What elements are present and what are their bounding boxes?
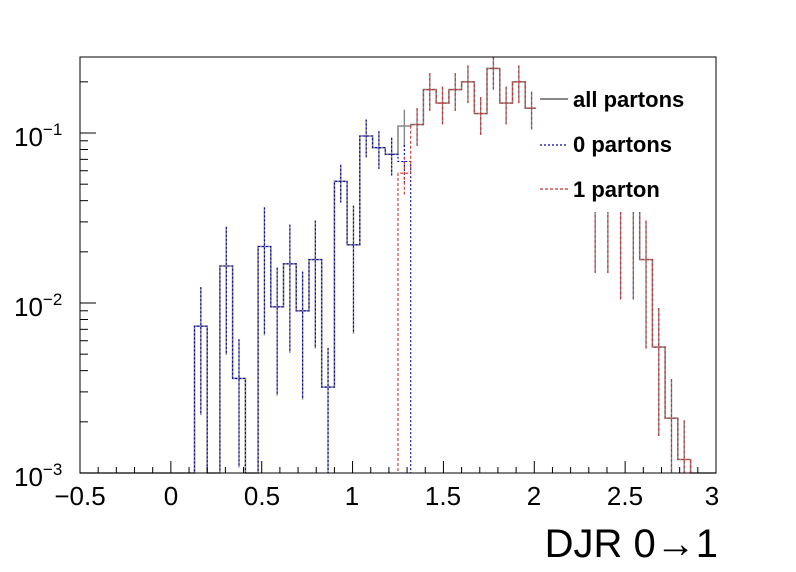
series-0-partons [80,119,716,474]
x-tick-label: 1 [345,481,359,511]
x-tick-label: 0.5 [244,481,280,511]
legend-label-all-partons: all partons [573,87,684,112]
legend-label-0-partons: 0 partons [573,132,672,157]
x-tick-label: 3 [705,481,719,511]
x-tick-label: −0.5 [54,481,105,511]
x-tick-label: 1.5 [425,481,461,511]
legend: all partons 0 partons 1 parton [536,72,712,212]
x-tick-label: 0 [164,481,178,511]
x-tick-label: 2 [527,481,541,511]
x-axis-title: DJR 0→1 [545,522,718,566]
y-tick-label: 10−2 [14,290,62,322]
x-tick-labels: −0.5 0 0.5 1 1.5 2 2.5 3 [54,481,719,511]
axis-ticks [79,81,717,474]
plot-frame [79,56,717,474]
y-tick-label: 10−1 [14,120,62,152]
y-tick-label: 10−3 [14,460,62,492]
x-tick-label: 2.5 [607,481,643,511]
legend-label-1-parton: 1 parton [573,177,660,202]
y-tick-labels: 10−3 10−2 10−1 [14,120,62,492]
